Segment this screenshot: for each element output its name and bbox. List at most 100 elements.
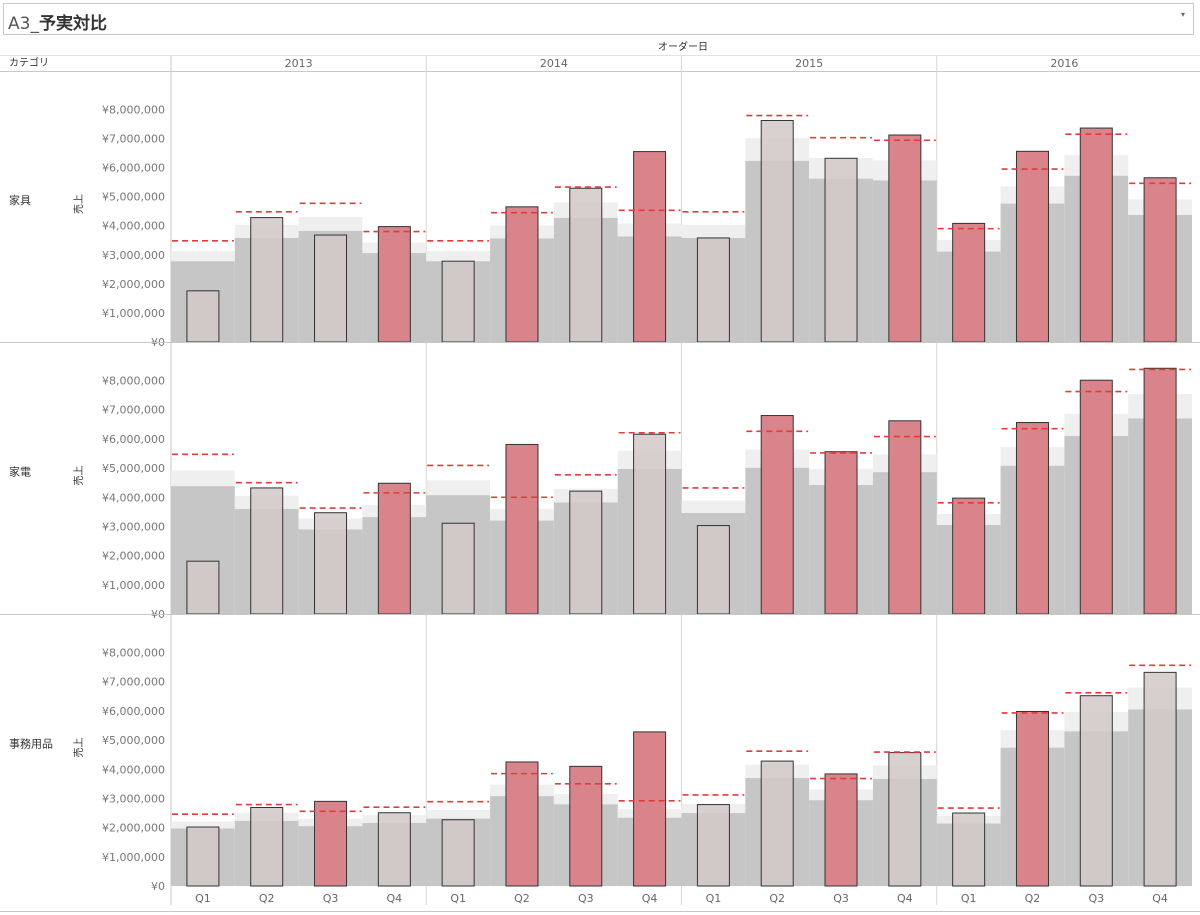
target-band-upper bbox=[681, 224, 746, 238]
actual-sales-bar bbox=[441, 260, 475, 343]
dashboard-title: A3_予実対比 bbox=[8, 9, 107, 34]
actual-sales-bar bbox=[824, 773, 858, 887]
actual-sales-bar bbox=[569, 187, 603, 343]
year-header: 2016 bbox=[1050, 57, 1078, 70]
quarter-label: Q1 bbox=[450, 892, 466, 905]
y-tick-label: ¥6,000,000 bbox=[102, 433, 165, 446]
actual-sales-bar bbox=[250, 487, 284, 615]
actual-sales-bar bbox=[633, 433, 667, 615]
quarter-label: Q1 bbox=[195, 892, 211, 905]
y-tick-label: ¥4,000,000 bbox=[102, 763, 165, 776]
actual-sales-bar bbox=[1079, 379, 1113, 615]
quarter-label: Q2 bbox=[769, 892, 785, 905]
actual-sales-bar bbox=[314, 234, 348, 343]
y-tick-label: ¥8,000,000 bbox=[102, 647, 165, 660]
quarter-label: Q2 bbox=[259, 892, 275, 905]
y-axis-label: 売上 bbox=[72, 194, 85, 214]
target-band-upper bbox=[681, 500, 746, 514]
actual-sales-bar bbox=[696, 804, 730, 887]
target-band-upper bbox=[171, 251, 235, 262]
category-label: 事務用品 bbox=[9, 737, 53, 751]
actual-sales-bar bbox=[377, 812, 411, 887]
actual-sales-bar bbox=[569, 490, 603, 615]
y-tick-label: ¥5,000,000 bbox=[102, 462, 165, 475]
actual-sales-bar bbox=[250, 806, 284, 887]
category-label: 家具 bbox=[9, 193, 31, 207]
actual-sales-bar bbox=[888, 752, 922, 887]
year-header: 2013 bbox=[285, 57, 313, 70]
actual-sales-bar bbox=[1015, 422, 1049, 615]
column-header-label: オーダー日 bbox=[658, 40, 708, 53]
actual-sales-bar bbox=[377, 482, 411, 615]
y-tick-label: ¥7,000,000 bbox=[102, 676, 165, 689]
y-tick-label: ¥5,000,000 bbox=[102, 734, 165, 747]
y-axis-label: 売上 bbox=[72, 738, 85, 758]
y-tick-label: ¥1,000,000 bbox=[102, 851, 165, 864]
actual-sales-bar bbox=[888, 134, 922, 343]
actual-sales-bar bbox=[186, 826, 220, 887]
actual-sales-bar bbox=[186, 290, 220, 343]
actual-sales-bar bbox=[441, 819, 475, 887]
y-tick-label: ¥8,000,000 bbox=[102, 103, 165, 116]
actual-sales-bar bbox=[505, 761, 539, 887]
actual-sales-bar bbox=[888, 420, 922, 615]
y-tick-label: ¥1,000,000 bbox=[102, 579, 165, 592]
actual-sales-bar bbox=[633, 731, 667, 887]
dashboard-title-main: 予実対比 bbox=[38, 14, 107, 34]
quarter-label: Q3 bbox=[578, 892, 594, 905]
y-tick-label: ¥5,000,000 bbox=[102, 191, 165, 204]
actual-sales-bar bbox=[569, 765, 603, 887]
actual-sales-bar bbox=[760, 119, 794, 343]
actual-sales-bar bbox=[186, 560, 220, 615]
quarter-label: Q4 bbox=[387, 892, 403, 905]
target-band-upper bbox=[171, 470, 235, 487]
y-tick-label: ¥2,000,000 bbox=[102, 550, 165, 563]
y-tick-label: ¥6,000,000 bbox=[102, 162, 165, 175]
actual-sales-bar bbox=[952, 222, 986, 343]
actual-sales-bar bbox=[824, 157, 858, 343]
actual-sales-bar bbox=[314, 512, 348, 615]
actual-sales-bar bbox=[696, 237, 730, 343]
actual-sales-bar bbox=[1079, 695, 1113, 887]
target-band-upper bbox=[426, 480, 491, 496]
actual-sales-bar bbox=[250, 217, 284, 343]
y-tick-label: ¥0 bbox=[151, 880, 165, 893]
chevron-down-icon[interactable]: ▾ bbox=[1180, 10, 1185, 19]
actual-sales-bar bbox=[824, 451, 858, 615]
actual-sales-bar bbox=[952, 812, 986, 887]
quarter-label: Q3 bbox=[833, 892, 849, 905]
actual-sales-bar bbox=[633, 151, 667, 343]
category-label: 家電 bbox=[9, 465, 31, 479]
y-tick-label: ¥3,000,000 bbox=[102, 249, 165, 262]
y-tick-label: ¥7,000,000 bbox=[102, 404, 165, 417]
quarter-label: Q1 bbox=[706, 892, 722, 905]
actual-sales-bar bbox=[696, 525, 730, 615]
y-tick-label: ¥2,000,000 bbox=[102, 822, 165, 835]
actual-sales-bar bbox=[1143, 367, 1177, 615]
row-header-label: カテゴリ bbox=[9, 56, 49, 69]
y-tick-label: ¥6,000,000 bbox=[102, 705, 165, 718]
actual-sales-bar bbox=[1015, 710, 1049, 887]
y-tick-label: ¥2,000,000 bbox=[102, 278, 165, 291]
y-axis-label: 売上 bbox=[72, 466, 85, 486]
actual-sales-bar bbox=[1015, 150, 1049, 343]
actual-sales-bar bbox=[377, 226, 411, 343]
target-band-upper bbox=[171, 821, 235, 829]
y-tick-label: ¥3,000,000 bbox=[102, 520, 165, 533]
y-tick-label: ¥7,000,000 bbox=[102, 133, 165, 146]
y-tick-label: ¥8,000,000 bbox=[102, 375, 165, 388]
actual-sales-bar bbox=[505, 206, 539, 343]
year-header: 2014 bbox=[540, 57, 568, 70]
y-tick-label: ¥4,000,000 bbox=[102, 220, 165, 233]
quarter-label: Q2 bbox=[1025, 892, 1041, 905]
actual-sales-bar bbox=[760, 760, 794, 887]
dashboard-title-prefix: A3_ bbox=[8, 14, 39, 34]
actual-sales-bar bbox=[505, 443, 539, 615]
actual-sales-bar bbox=[1143, 177, 1177, 343]
quarter-label: Q4 bbox=[1152, 892, 1168, 905]
actual-sales-bar bbox=[952, 497, 986, 615]
quarter-label: Q4 bbox=[642, 892, 658, 905]
quarter-label: Q3 bbox=[1088, 892, 1104, 905]
actual-sales-bar bbox=[314, 800, 348, 887]
